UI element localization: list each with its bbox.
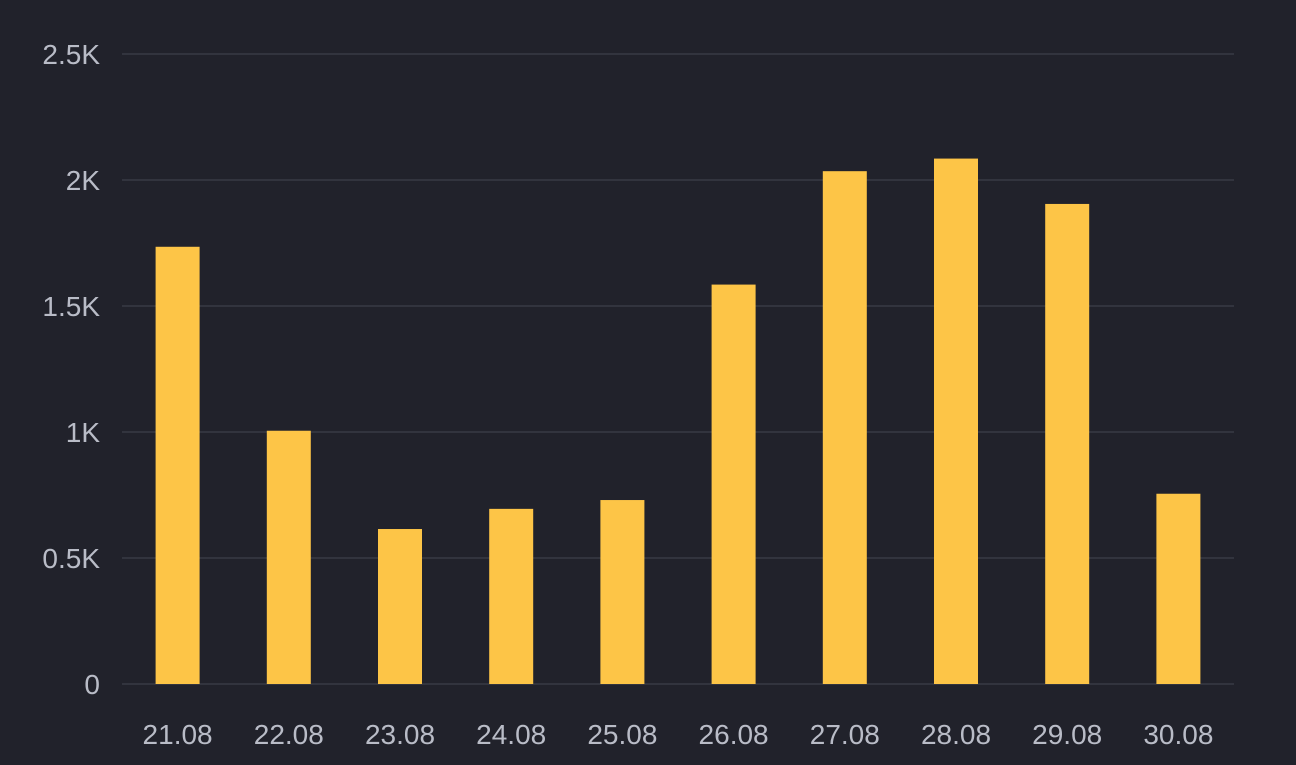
y-tick-label: 0 bbox=[84, 669, 100, 700]
bar bbox=[711, 284, 756, 684]
x-tick-label: 23.08 bbox=[365, 719, 435, 750]
y-tick-label: 1K bbox=[66, 417, 101, 448]
y-tick-label: 0.5K bbox=[42, 543, 100, 574]
bar bbox=[1156, 493, 1201, 684]
y-tick-label: 2K bbox=[66, 165, 101, 196]
bar bbox=[822, 171, 867, 684]
x-tick-label: 30.08 bbox=[1143, 719, 1213, 750]
x-tick-label: 24.08 bbox=[476, 719, 546, 750]
bar bbox=[934, 158, 978, 684]
x-tick-label: 26.08 bbox=[699, 719, 769, 750]
bars bbox=[155, 158, 1201, 684]
bar bbox=[489, 508, 534, 684]
y-tick-label: 1.5K bbox=[42, 291, 100, 322]
x-tick-label: 21.08 bbox=[143, 719, 213, 750]
bar bbox=[155, 246, 200, 684]
y-axis-ticks: 0 0.5K 1K 1.5K 2K 2.5K bbox=[42, 39, 100, 700]
x-tick-label: 22.08 bbox=[254, 719, 324, 750]
bar bbox=[600, 500, 645, 684]
x-tick-label: 28.08 bbox=[921, 719, 991, 750]
bar bbox=[378, 529, 422, 684]
x-tick-label: 27.08 bbox=[810, 719, 880, 750]
x-tick-label: 29.08 bbox=[1032, 719, 1102, 750]
y-tick-label: 2.5K bbox=[42, 39, 100, 70]
x-tick-label: 25.08 bbox=[587, 719, 657, 750]
bar bbox=[266, 430, 311, 684]
bar bbox=[1045, 203, 1090, 684]
x-axis-ticks: 21.08 22.08 23.08 24.08 25.08 26.08 27.08 28.08… bbox=[143, 719, 1214, 750]
